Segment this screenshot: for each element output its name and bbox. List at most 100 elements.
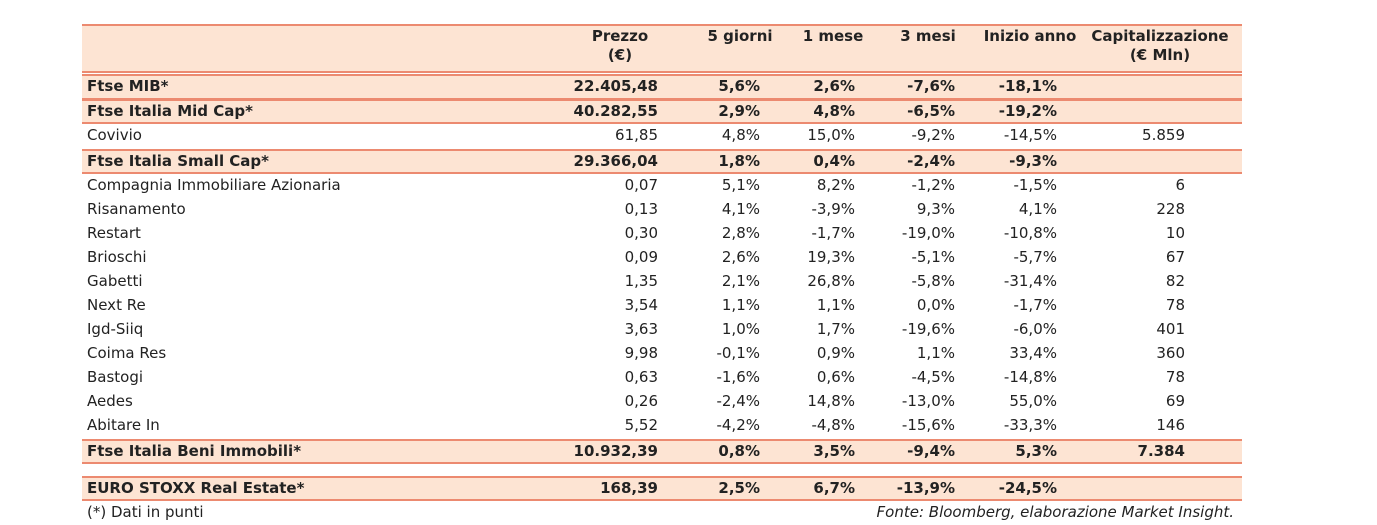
- table-cell: 9,98: [624, 344, 658, 362]
- table-row: Brioschi 0,09 2,6% 19,3% -5,1% -5,7% 67: [82, 246, 1242, 271]
- table-row: Next Re 3,54 1,1% 1,1% 0,0% -1,7% 78: [82, 294, 1242, 319]
- table-cell: 1,1%: [721, 296, 760, 314]
- table-row: Restart 0,30 2,8% -1,7% -19,0% -10,8% 10: [82, 222, 1242, 247]
- table-cell: 7.384: [1137, 442, 1185, 460]
- table-cell: 4,8%: [721, 126, 760, 144]
- table-cell: -4,8%: [811, 416, 855, 434]
- table-cell: 2,1%: [721, 272, 760, 290]
- table-cell: 10.932,39: [573, 442, 658, 460]
- table-header: Prezzo (€) 5 giorni 1 mese 3 mesi Inizio anno…: [82, 24, 1242, 73]
- table-cell: -19,6%: [901, 320, 955, 338]
- table-cell: 8,2%: [816, 176, 855, 194]
- table-cell: 2,9%: [718, 102, 760, 120]
- row-label: Aedes: [87, 392, 133, 410]
- table-cell: -5,8%: [911, 272, 955, 290]
- table-cell: 5.859: [1142, 126, 1185, 144]
- row-label: Ftse Italia Beni Immobili*: [87, 442, 302, 460]
- table-cell: 2,5%: [718, 479, 760, 497]
- table-cell: 0,63: [624, 368, 658, 386]
- table-cell: -9,2%: [911, 126, 955, 144]
- row-label: EURO STOXX Real Estate*: [87, 479, 305, 497]
- table-cell: -19,0%: [901, 224, 955, 242]
- table-cell: 146: [1156, 416, 1185, 434]
- table-cell: -19,2%: [998, 102, 1057, 120]
- table-cell: 0,6%: [816, 368, 855, 386]
- table-cell: 3,54: [624, 296, 658, 314]
- row-label: Ftse MIB*: [87, 77, 169, 95]
- table-cell: 360: [1156, 344, 1185, 362]
- table-cell: 82: [1165, 272, 1185, 290]
- table-cell: 0,30: [624, 224, 658, 242]
- table-cell: 15,0%: [807, 126, 855, 144]
- table-cell: 22.405,48: [573, 77, 658, 95]
- table-cell: 4,1%: [721, 200, 760, 218]
- table-cell: 29.366,04: [573, 152, 658, 170]
- table-cell: 168,39: [600, 479, 658, 497]
- table-cell: 5,1%: [721, 176, 760, 194]
- row-label: Abitare In: [87, 416, 160, 434]
- table-cell: -9,3%: [1009, 152, 1057, 170]
- table-row: Compagnia Immobiliare Azionaria 0,07 5,1% 8…: [82, 174, 1242, 199]
- table-cell: -9,4%: [907, 442, 955, 460]
- table-cell: 0,26: [624, 392, 658, 410]
- footnote: (*) Dati in punti: [87, 503, 204, 521]
- table-cell: 69: [1165, 392, 1185, 410]
- table-cell: 5,6%: [718, 77, 760, 95]
- table-cell: 2,6%: [721, 248, 760, 266]
- table-row: Aedes 0,26 -2,4% 14,8% -13,0% 55,0% 69: [82, 390, 1242, 415]
- table-row: Ftse Italia Beni Immobili* 10.932,39 0,8% 3…: [82, 439, 1242, 464]
- table-cell: 401: [1156, 320, 1185, 338]
- table-row: Risanamento 0,13 4,1% -3,9% 9,3% 4,1% 228: [82, 198, 1242, 223]
- table-row: Gabetti 1,35 2,1% 26,8% -5,8% -31,4% 82: [82, 270, 1242, 295]
- table-row: Ftse MIB* 22.405,48 5,6% 2,6% -7,6% -18,1%: [82, 74, 1242, 100]
- table-cell: -15,6%: [901, 416, 955, 434]
- table-cell: 1,8%: [718, 152, 760, 170]
- table-cell: -13,9%: [896, 479, 955, 497]
- table-cell: -6,0%: [1013, 320, 1057, 338]
- table-cell: 6,7%: [813, 479, 855, 497]
- table-cell: 0,07: [624, 176, 658, 194]
- table-cell: 1,1%: [816, 296, 855, 314]
- table-row: Igd-Siiq 3,63 1,0% 1,7% -19,6% -6,0% 401: [82, 318, 1242, 343]
- table-cell: 1,1%: [916, 344, 955, 362]
- table-cell: 61,85: [615, 126, 658, 144]
- table-cell: -1,2%: [911, 176, 955, 194]
- column-header: Inizio anno: [983, 27, 1077, 45]
- source: Fonte: Bloomberg, elaborazione Market In…: [876, 503, 1234, 521]
- table-cell: 26,8%: [807, 272, 855, 290]
- table-row: Ftse Italia Small Cap* 29.366,04 1,8% 0,4% -…: [82, 149, 1242, 174]
- table-cell: 228: [1156, 200, 1185, 218]
- table-cell: -1,7%: [811, 224, 855, 242]
- column-header: 1 mese: [802, 27, 864, 45]
- table-cell: 5,52: [624, 416, 658, 434]
- row-label: Compagnia Immobiliare Azionaria: [87, 176, 341, 194]
- table-cell: -7,6%: [907, 77, 955, 95]
- table-row: EURO STOXX Real Estate* 168,39 2,5% 6,7% -13…: [82, 476, 1242, 501]
- table-cell: 2,6%: [813, 77, 855, 95]
- table-cell: 33,4%: [1009, 344, 1057, 362]
- table-cell: 55,0%: [1009, 392, 1057, 410]
- table-cell: 0,4%: [813, 152, 855, 170]
- row-label: Brioschi: [87, 248, 147, 266]
- table-cell: -10,8%: [1003, 224, 1057, 242]
- table-cell: 1,35: [624, 272, 658, 290]
- table-cell: -1,7%: [1013, 296, 1057, 314]
- column-header: 5 giorni: [707, 27, 773, 45]
- table-row: Coima Res 9,98 -0,1% 0,9% 1,1% 33,4% 360: [82, 342, 1242, 367]
- table-cell: 1,0%: [721, 320, 760, 338]
- table-cell: -18,1%: [998, 77, 1057, 95]
- row-label: Coima Res: [87, 344, 167, 362]
- table-cell: 0,09: [624, 248, 658, 266]
- table-cell: 78: [1165, 296, 1185, 314]
- table-cell: -2,4%: [907, 152, 955, 170]
- table-cell: -13,0%: [901, 392, 955, 410]
- table-cell: -4,5%: [911, 368, 955, 386]
- table-cell: 4,8%: [813, 102, 855, 120]
- table-cell: -5,7%: [1013, 248, 1057, 266]
- row-label: Covivio: [87, 126, 142, 144]
- table-cell: 0,0%: [916, 296, 955, 314]
- row-label: Igd-Siiq: [87, 320, 144, 338]
- column-header: Capitalizzazione (€ Mln): [1091, 27, 1229, 64]
- row-label: Bastogi: [87, 368, 144, 386]
